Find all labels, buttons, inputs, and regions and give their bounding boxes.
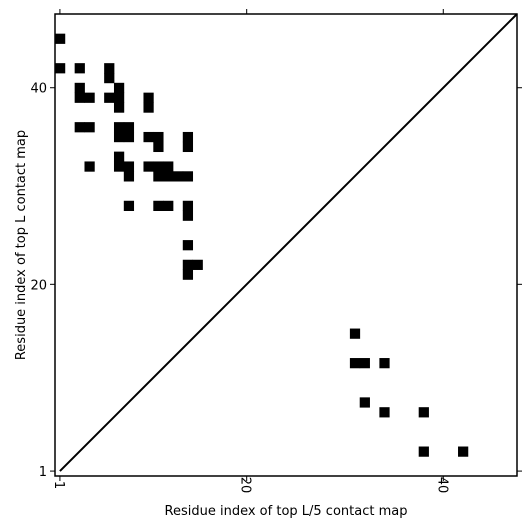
contact-cell-top-l — [74, 82, 85, 94]
contact-cell-top-l — [113, 131, 125, 143]
contact-cell-top-l — [182, 131, 194, 143]
contact-cell-top-l5 — [349, 358, 361, 369]
contact-cell-top-l5 — [418, 407, 429, 418]
contact-cell-top-l — [74, 63, 85, 74]
contact-cell-top-l — [163, 171, 174, 182]
contact-cell-top-l — [55, 63, 66, 74]
contact-cell-top-l — [163, 161, 174, 172]
contact-cell-top-l5 — [359, 397, 370, 408]
contact-cell-top-l — [153, 131, 164, 143]
contact-cell-top-l — [84, 92, 95, 103]
contact-cell-top-l — [172, 171, 184, 182]
contact-cell-top-l — [143, 161, 154, 172]
contact-cell-top-l — [55, 33, 66, 44]
contact-cell-top-l — [153, 141, 164, 153]
contact-cell-top-l — [104, 72, 115, 84]
contact-cell-top-l — [84, 122, 95, 133]
y-tick-label: 1 — [39, 465, 47, 480]
x-axis-label: Residue index of top L/5 contact map — [165, 504, 408, 519]
contact-cell-top-l — [104, 63, 115, 74]
contact-cell-top-l — [153, 161, 164, 172]
contact-cell-top-l5 — [418, 446, 429, 457]
contact-cell-top-l — [182, 269, 194, 280]
contact-cell-top-l — [113, 82, 125, 94]
contact-cell-top-l5 — [359, 358, 370, 369]
y-tick-label: 40 — [30, 82, 47, 97]
contact-cell-top-l — [182, 200, 194, 211]
contact-cell-top-l5 — [379, 358, 390, 369]
contact-cell-top-l — [113, 102, 125, 113]
contact-cell-top-l — [74, 92, 85, 103]
contact-cell-top-l — [113, 122, 125, 133]
contact-cell-top-l — [153, 200, 164, 211]
contact-cell-top-l — [182, 240, 194, 251]
contact-cell-top-l — [143, 102, 154, 113]
contact-cell-top-l5 — [379, 407, 390, 418]
contact-cell-top-l — [84, 161, 95, 172]
contact-cell-top-l — [123, 161, 135, 172]
contact-cell-top-l — [143, 92, 154, 103]
contact-cell-top-l — [104, 92, 115, 103]
contact-cell-top-l — [113, 92, 125, 103]
contact-cell-top-l5 — [458, 446, 469, 457]
contact-cell-top-l — [182, 210, 194, 221]
plot-frame — [54, 13, 518, 477]
contact-cell-top-l — [182, 171, 194, 182]
x-tick-label: 1 — [51, 481, 66, 489]
contact-cell-top-l — [74, 122, 85, 133]
contact-cell-top-l — [123, 200, 135, 211]
contact-cell-top-l — [113, 161, 125, 172]
contact-cell-top-l — [123, 131, 135, 143]
contact-cell-top-l — [123, 122, 135, 133]
contact-cell-top-l — [182, 259, 194, 270]
diagonal-line — [59, 13, 518, 472]
y-axis-label: Residue index of top L contact map — [14, 130, 29, 360]
contact-cell-top-l — [153, 171, 164, 182]
x-tick-label: 20 — [238, 477, 253, 494]
x-tick-label: 40 — [434, 477, 449, 494]
contact-cell-top-l — [123, 171, 135, 182]
contact-cells — [55, 33, 469, 457]
contact-cell-top-l — [192, 259, 203, 270]
contact-cell-top-l — [113, 151, 125, 162]
y-tick-label: 20 — [30, 278, 47, 293]
contact-cell-top-l — [143, 131, 154, 143]
contact-cell-top-l — [163, 200, 174, 211]
contact-cell-top-l5 — [349, 328, 361, 339]
contact-cell-top-l — [182, 141, 194, 153]
axis-ticks: 1 20 40 1 20 40 — [30, 9, 522, 493]
